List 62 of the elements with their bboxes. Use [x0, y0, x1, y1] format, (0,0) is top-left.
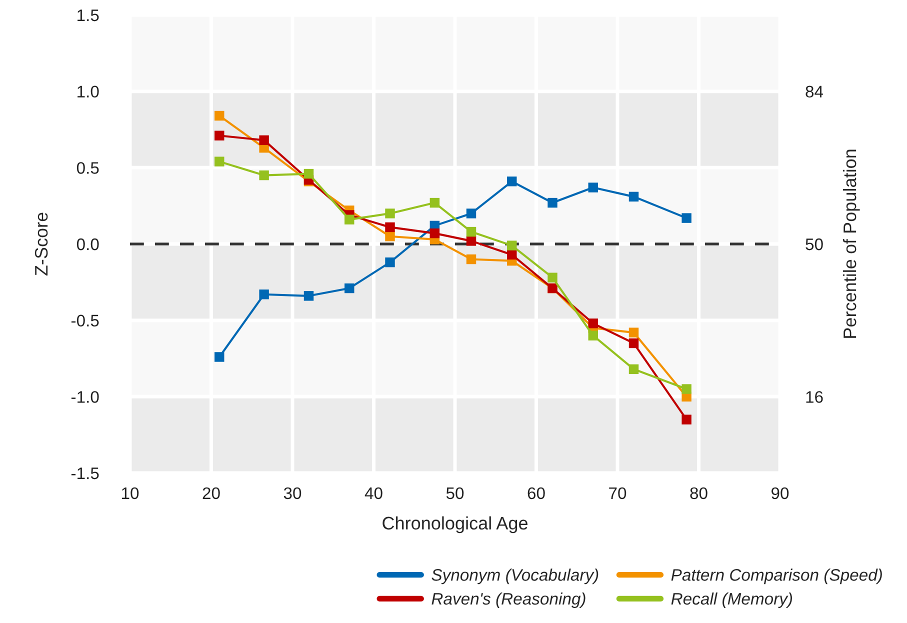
point: [259, 170, 269, 180]
x-tick-label: 50: [446, 487, 464, 500]
point: [304, 168, 314, 179]
point: [430, 198, 440, 208]
x-tick-label: 60: [528, 487, 545, 500]
y-tick-label: 1.5: [78, 10, 99, 22]
legend-label: Raven's (Reasoning): [432, 592, 586, 608]
x-tick-label: 80: [690, 487, 708, 500]
point: [588, 330, 598, 340]
y-axis-title: Z-Score: [34, 212, 48, 276]
point: [628, 328, 639, 338]
y-tick-label: 0.0: [76, 238, 99, 250]
legend-label: Pattern Comparison (Speed): [671, 568, 882, 584]
point: [466, 254, 476, 264]
legend-label: Recall (Memory): [671, 592, 792, 608]
point: [682, 414, 692, 424]
x-tick-label: 40: [364, 487, 382, 500]
point: [548, 272, 558, 282]
legend-label: Synonym (Vocabulary): [432, 568, 598, 584]
point: [466, 226, 476, 237]
y2-tick-label: 16: [806, 391, 823, 403]
point: [385, 222, 395, 232]
x-tick-label: 20: [202, 487, 220, 500]
point: [259, 290, 269, 300]
point: [385, 257, 395, 268]
point: [588, 182, 598, 192]
y2-tick-label: 50: [806, 238, 823, 250]
point: [214, 156, 224, 166]
x-tick-label: 90: [772, 487, 789, 500]
point: [385, 208, 395, 218]
x-tick-label: 70: [609, 487, 626, 500]
point: [507, 250, 517, 260]
point: [385, 232, 395, 242]
point: [682, 213, 692, 223]
point: [628, 192, 639, 202]
point: [304, 291, 314, 301]
y-tick-label: 0.5: [76, 162, 99, 174]
point: [628, 338, 639, 348]
y-tick-label: -1.0: [71, 391, 99, 403]
point: [466, 208, 476, 218]
point: [344, 214, 354, 224]
y-tick-label: -0.5: [71, 314, 99, 327]
y2-tick-label: 84: [806, 86, 824, 98]
point: [214, 130, 224, 140]
point: [548, 198, 558, 208]
point: [682, 384, 692, 394]
point: [628, 364, 639, 374]
x-tick-label: 30: [284, 487, 302, 500]
point: [507, 240, 517, 250]
y-tick-label: -1.5: [71, 468, 99, 480]
point: [430, 228, 440, 238]
point: [507, 176, 517, 186]
point: [466, 236, 476, 246]
point: [214, 352, 224, 362]
x-tick-label: 10: [122, 487, 139, 500]
point: [214, 110, 224, 121]
point: [588, 318, 598, 328]
point: [344, 283, 354, 294]
point: [259, 135, 269, 146]
x-axis-title: Chronological Age: [382, 516, 528, 534]
y2-axis-title: Percentile of Population: [842, 150, 860, 338]
y-tick-label: 1.0: [78, 86, 99, 98]
